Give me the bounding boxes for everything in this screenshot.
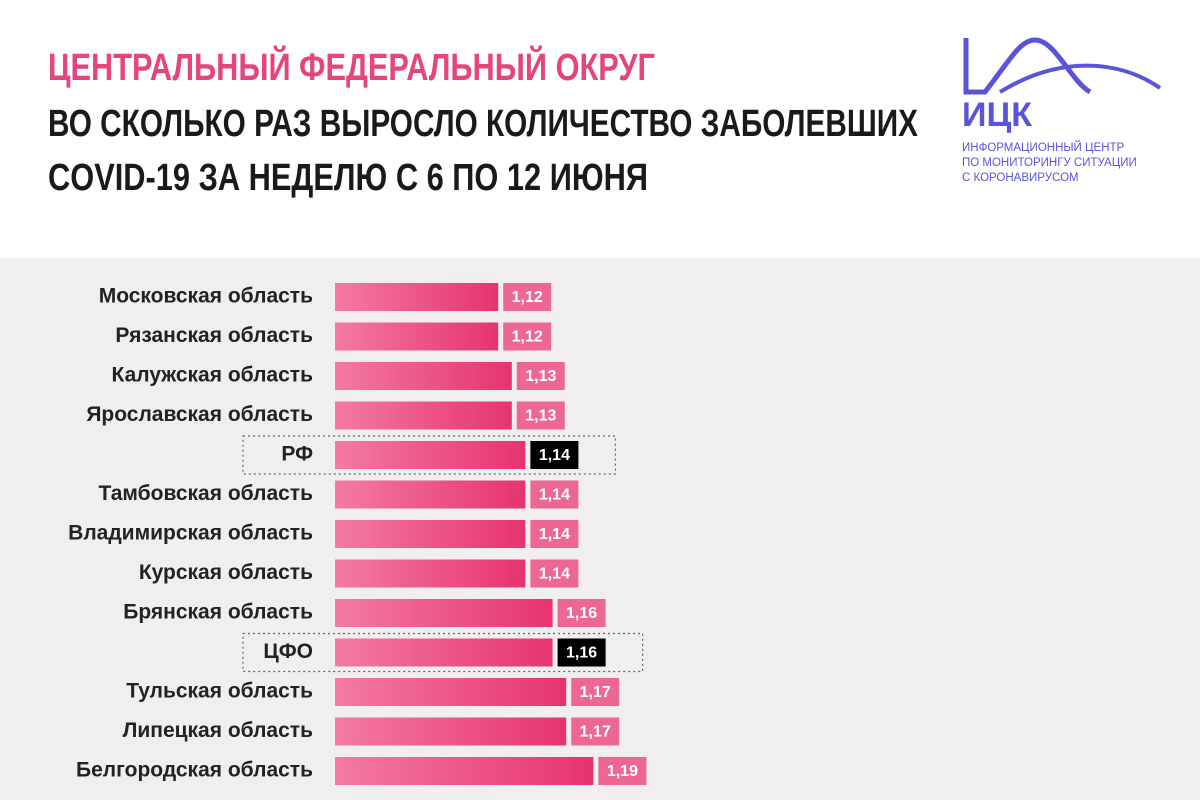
value-label-box xyxy=(530,520,579,548)
value-label-box xyxy=(571,678,620,706)
highlight-box xyxy=(242,632,644,673)
logo-text: ПО МОНИТОРИНГУ СИТУАЦИИ xyxy=(962,157,1137,169)
value-label: 1,16 xyxy=(566,645,597,662)
value-label: 1,17 xyxy=(580,724,611,741)
logo-text: С КОРОНАВИРУСОМ xyxy=(962,172,1079,184)
value-label-box xyxy=(503,322,552,351)
logo-name: ИЦК xyxy=(962,96,1032,134)
value-label: 1,13 xyxy=(525,368,556,385)
value-label: 1,13 xyxy=(525,408,556,425)
bar xyxy=(335,283,499,311)
value-label: 1,14 xyxy=(539,447,570,464)
value-label-box xyxy=(530,480,579,509)
bar xyxy=(335,441,526,469)
value-label: 1,14 xyxy=(539,526,570,543)
value-label: 1,12 xyxy=(512,329,543,346)
category-label: Курская область xyxy=(139,561,313,584)
bar xyxy=(335,599,553,627)
chart-subtitle: ВО СКОЛЬКО РАЗ ВЫРОСЛО КОЛИЧЕСТВО ЗАБОЛЕ… xyxy=(48,103,919,145)
chart-subtitle: COVID-19 ЗА НЕДЕЛЮ С 6 ПО 12 ИЮНЯ xyxy=(48,157,648,199)
value-label: 1,14 xyxy=(539,487,570,504)
category-label: Рязанская область xyxy=(115,324,313,347)
value-label-box xyxy=(530,559,579,588)
logo-text: ИНФОРМАЦИОННЫЙ ЦЕНТР xyxy=(962,141,1125,154)
value-label-box xyxy=(571,717,620,746)
bar xyxy=(335,401,512,430)
category-label: Московская область xyxy=(99,285,313,308)
category-label: Владимирская область xyxy=(68,522,313,545)
category-label: Белгородская область xyxy=(76,759,313,782)
value-label-box xyxy=(598,757,647,785)
bar xyxy=(335,559,526,588)
value-label-box xyxy=(530,441,579,469)
value-label-box xyxy=(557,638,606,667)
category-label: Липецкая область xyxy=(123,719,313,742)
value-label: 1,12 xyxy=(512,289,543,306)
bar xyxy=(335,322,499,351)
bar xyxy=(335,717,567,746)
category-label: РФ xyxy=(281,443,313,466)
value-label-box xyxy=(557,599,606,627)
value-label-box xyxy=(516,362,565,390)
value-label: 1,17 xyxy=(580,684,611,701)
value-label: 1,19 xyxy=(607,763,638,780)
logo-mark xyxy=(998,63,1162,94)
category-label: Ярославская область xyxy=(86,403,313,426)
bar xyxy=(335,757,594,785)
chart-title: ЦЕНТРАЛЬНЫЙ ФЕДЕРАЛЬНЫЙ ОКРУГ xyxy=(48,44,655,89)
bar xyxy=(335,362,512,390)
category-label: Калужская область xyxy=(112,364,314,387)
value-label-box xyxy=(516,401,565,430)
logo xyxy=(963,37,1162,95)
bar xyxy=(335,520,526,548)
category-label: ЦФО xyxy=(263,640,313,663)
bar xyxy=(335,480,526,509)
logo-mark xyxy=(963,37,1092,95)
bar xyxy=(335,678,567,706)
chart-background xyxy=(0,258,1200,800)
value-label-box xyxy=(503,283,552,311)
category-label: Тульская область xyxy=(126,680,313,703)
value-label: 1,16 xyxy=(566,605,597,622)
category-label: Тамбовская область xyxy=(98,482,313,505)
value-label: 1,14 xyxy=(539,566,570,583)
highlight-box xyxy=(242,435,616,475)
bar xyxy=(335,638,553,667)
category-label: Брянская область xyxy=(123,601,313,624)
